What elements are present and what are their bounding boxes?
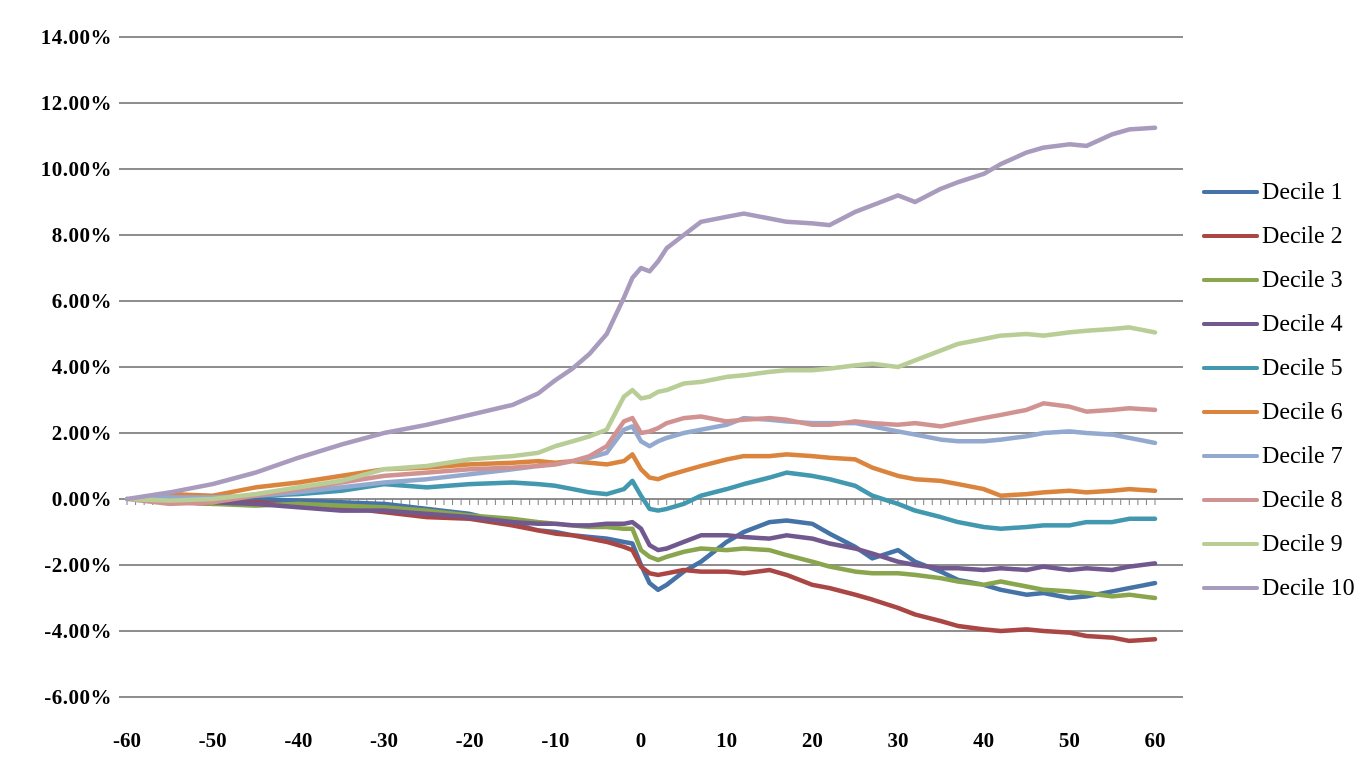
- series-line-decile-3: [124, 496, 1158, 601]
- series-line-decile-2: [124, 496, 1158, 644]
- y-axis-label: 4.00%: [51, 355, 112, 379]
- x-axis-label: 40: [973, 728, 995, 752]
- y-axis-label: 8.00%: [51, 223, 112, 247]
- y-axis-label: 6.00%: [51, 289, 112, 313]
- legend-label: Decile 6: [1262, 398, 1343, 425]
- legend-line-swatch: [1202, 542, 1259, 546]
- series-line-decile-9: [124, 325, 1158, 503]
- legend-item: Decile 10: [1202, 566, 1355, 610]
- series-line-decile-10: [124, 125, 1158, 502]
- legend-item: Decile 2: [1202, 214, 1355, 258]
- y-axis-label: -4.00%: [44, 619, 112, 643]
- legend-label: Decile 9: [1262, 530, 1343, 557]
- y-axis-label: -2.00%: [44, 553, 112, 577]
- y-axis-label: 0.00%: [51, 487, 112, 511]
- y-axis-label: 2.00%: [51, 421, 112, 445]
- y-axis-label: 10.00%: [40, 157, 112, 181]
- legend-label: Decile 1: [1262, 178, 1343, 205]
- legend-line-swatch: [1202, 498, 1259, 502]
- legend-line-swatch: [1202, 278, 1259, 282]
- legend-line-swatch: [1202, 410, 1259, 414]
- legend-item: Decile 7: [1202, 434, 1355, 478]
- x-axis-label: 10: [716, 728, 738, 752]
- x-axis-label: 60: [1144, 728, 1166, 752]
- legend-item: Decile 1: [1202, 170, 1355, 214]
- series-line-decile-8: [124, 401, 1158, 507]
- legend-item: Decile 3: [1202, 258, 1355, 302]
- legend-line-swatch: [1202, 586, 1259, 590]
- legend-label: Decile 7: [1262, 442, 1343, 469]
- legend-line-swatch: [1202, 454, 1259, 458]
- legend-item: Decile 6: [1202, 390, 1355, 434]
- legend-line-swatch: [1202, 234, 1259, 238]
- series-line-decile-7: [124, 415, 1158, 502]
- legend-label: Decile 3: [1262, 266, 1343, 293]
- legend-line-swatch: [1202, 322, 1259, 326]
- x-axis-label: -30: [370, 728, 398, 752]
- legend: Decile 1 Decile 2 Decile 3 Decile 4 Decile 5…: [1202, 170, 1355, 610]
- legend-item: Decile 4: [1202, 302, 1355, 346]
- legend-label: Decile 4: [1262, 310, 1343, 337]
- x-axis-label: -20: [455, 728, 484, 752]
- legend-label: Decile 8: [1262, 486, 1343, 513]
- legend-label: Decile 2: [1262, 222, 1343, 249]
- x-axis-label: -50: [198, 728, 227, 752]
- x-axis-label: -60: [113, 728, 141, 752]
- y-axis-label: -6.00%: [44, 685, 112, 709]
- legend-label: Decile 5: [1262, 354, 1343, 381]
- legend-item: Decile 9: [1202, 522, 1355, 566]
- y-axis-label: 12.00%: [40, 91, 112, 115]
- legend-line-swatch: [1202, 366, 1259, 370]
- y-axis-label: 14.00%: [40, 25, 112, 49]
- legend-label: Decile 10: [1262, 574, 1355, 601]
- x-axis-label: 30: [887, 728, 909, 752]
- x-axis-label: -40: [284, 728, 313, 752]
- x-axis-label: -10: [541, 728, 570, 752]
- legend-item: Decile 8: [1202, 478, 1355, 522]
- x-axis-label: 50: [1058, 728, 1080, 752]
- series-line-decile-5: [124, 470, 1158, 531]
- x-axis-label: 0: [635, 728, 647, 752]
- legend-item: Decile 5: [1202, 346, 1355, 390]
- series-line-decile-4: [124, 496, 1158, 573]
- x-axis-label: 20: [801, 728, 823, 752]
- legend-line-swatch: [1202, 190, 1259, 194]
